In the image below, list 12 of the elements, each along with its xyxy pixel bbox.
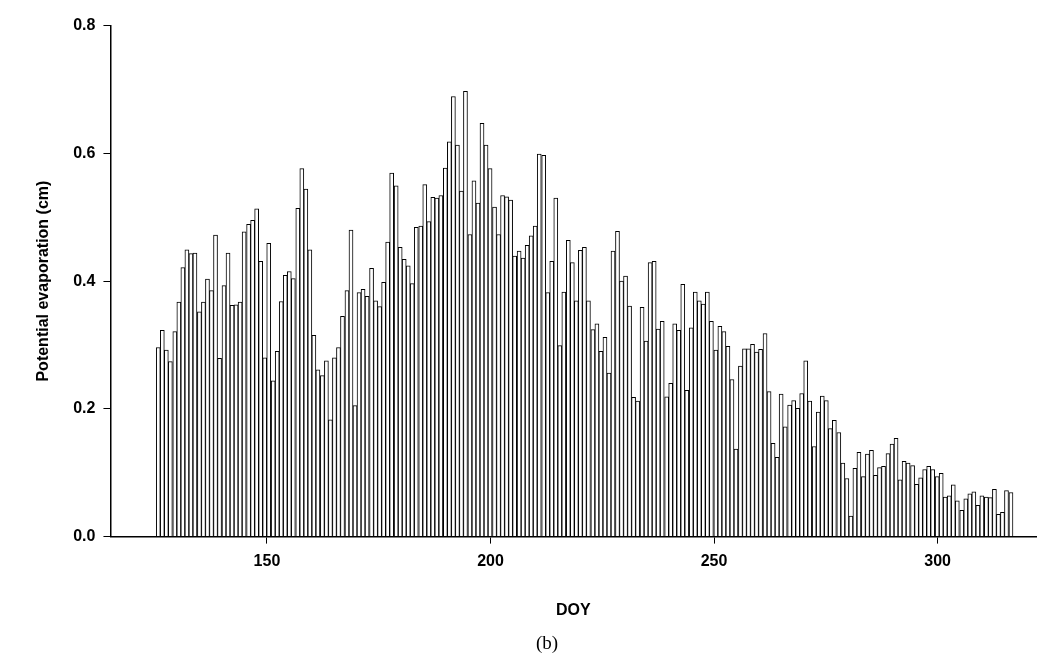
y-tick-label: 0.4	[73, 271, 96, 289]
x-tick-label: 300	[924, 551, 952, 569]
y-tick-label: 0.2	[73, 399, 96, 417]
x-tick-label: 250	[700, 551, 728, 569]
y-tick-label: 0.0	[73, 527, 96, 545]
x-axis-title: DOY	[555, 600, 591, 618]
text: (b)	[534, 632, 560, 654]
y-tick-label: 0.6	[73, 143, 96, 161]
x-tick-label: 200	[477, 551, 504, 569]
y-tick-label: 0.8	[73, 16, 96, 34]
x-tick-label: 150	[253, 551, 281, 569]
y-axis-title: Potential evaporation (cm)	[34, 180, 52, 382]
